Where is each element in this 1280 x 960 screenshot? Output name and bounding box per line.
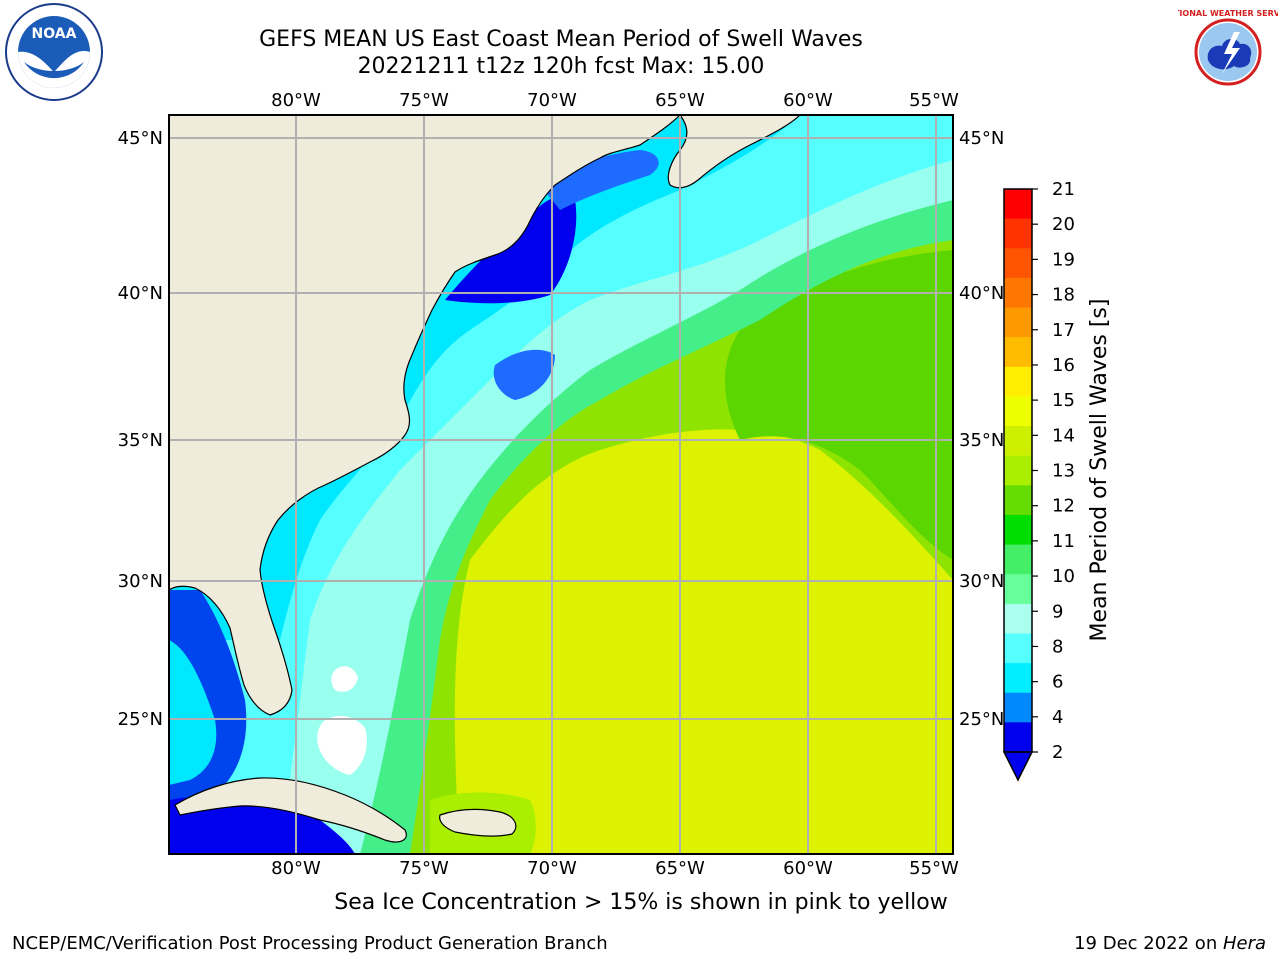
colorbar — [1002, 188, 1034, 782]
swell-zone-caribbean — [169, 796, 355, 854]
colorbar-tick-label: 9 — [1052, 601, 1063, 622]
lat-label-left: 35°N — [118, 430, 163, 451]
lon-label-bottom: 80°W — [271, 858, 321, 879]
colorbar-swatch — [1004, 366, 1032, 397]
colorbar-swatch — [1004, 485, 1032, 516]
footer-machine: Hera — [1222, 933, 1266, 954]
lat-label-left: 30°N — [118, 571, 163, 592]
lat-label-left: 25°N — [118, 709, 163, 730]
colorbar-swatch — [1004, 248, 1032, 279]
lon-label-top: 55°W — [909, 90, 959, 111]
land-nova-scotia — [667, 115, 801, 189]
colorbar-tick-label: 19 — [1052, 249, 1075, 270]
lat-label-right: 25°N — [959, 709, 1004, 730]
colorbar-label: Mean Period of Swell Waves [s] — [1087, 299, 1112, 642]
lon-label-bottom: 65°W — [655, 858, 705, 879]
colorbar-ticks: 21 20 19 18 17 16 15 14 13 12 11 10 9 8 6 4 2 — [1032, 179, 1075, 763]
colorbar-swatch — [1004, 426, 1032, 457]
bahamas-shoal-north — [331, 666, 358, 692]
lat-label-right: 35°N — [959, 430, 1004, 451]
footer-date-text: 19 Dec 2022 on — [1074, 933, 1223, 954]
bahamas-shoal — [317, 715, 367, 775]
colorbar-swatch — [1004, 514, 1032, 546]
lat-label-left: 45°N — [118, 128, 163, 149]
colorbar-tick-label: 20 — [1052, 214, 1075, 235]
lon-label-bottom: 55°W — [909, 858, 959, 879]
colorbar-swatch — [1004, 692, 1032, 723]
lon-label-top: 60°W — [783, 90, 833, 111]
map-gridlines — [169, 115, 953, 854]
swell-zone-gulf-cyan — [169, 640, 217, 785]
colorbar-tick-label: 14 — [1052, 425, 1075, 446]
colorbar-swatch — [1004, 277, 1032, 309]
colorbar-swatch — [1004, 603, 1032, 634]
colorbar-tick-label: 11 — [1052, 531, 1075, 552]
colorbar-tick-label: 2 — [1052, 742, 1063, 763]
footer-date: 19 Dec 2022 on Hera — [1074, 933, 1266, 954]
map-border — [168, 114, 954, 855]
colorbar-swatch — [1004, 396, 1032, 427]
colorbar-swatch — [1004, 544, 1032, 575]
colorbar-swatch — [1004, 574, 1032, 605]
colorbar-tick-label: 6 — [1052, 672, 1063, 693]
colorbar-tick-label: 4 — [1052, 707, 1063, 728]
swell-zone-green-ne — [725, 250, 953, 560]
lat-label-right: 45°N — [959, 128, 1004, 149]
colorbar-swatch — [1004, 455, 1032, 486]
colorbar-tick-label: 10 — [1052, 566, 1075, 587]
swell-zone-blue-gulfmaine — [540, 150, 659, 210]
lon-label-top: 80°W — [271, 90, 321, 111]
swell-zone-blue-offshore — [493, 349, 555, 400]
lat-label-right: 40°N — [959, 283, 1004, 304]
land-cuba — [174, 777, 407, 843]
colorbar-tick-label: 17 — [1052, 320, 1075, 341]
svg-text:NATIONAL WEATHER SERVICE: NATIONAL WEATHER SERVICE — [1178, 9, 1278, 18]
colorbar-tick-label: 15 — [1052, 390, 1075, 411]
lat-labels-left: 45°N 40°N 35°N 30°N 25°N — [118, 128, 163, 730]
noaa-logo: NOAA — [5, 3, 103, 101]
lon-label-top: 70°W — [527, 90, 577, 111]
map-panel — [169, 115, 953, 854]
svg-text:NOAA: NOAA — [32, 26, 77, 42]
colorbar-tick-label: 8 — [1052, 636, 1063, 657]
lon-label-bottom: 60°W — [783, 858, 833, 879]
lat-label-right: 30°N — [959, 571, 1004, 592]
lon-label-top: 75°W — [399, 90, 449, 111]
colorbar-extend-arrow — [1002, 751, 1034, 782]
colorbar-swatch — [1004, 218, 1032, 249]
colorbar-swatch — [1004, 633, 1032, 664]
lon-labels-bottom: 80°W 75°W 70°W 65°W 60°W 55°W — [271, 858, 959, 879]
colorbar-tick-label: 16 — [1052, 355, 1075, 376]
nws-logo: NATIONAL WEATHER SERVICE — [1178, 4, 1278, 100]
land-hispaniola — [439, 808, 517, 837]
lat-label-left: 40°N — [118, 283, 163, 304]
lon-label-bottom: 75°W — [399, 858, 449, 879]
map-subtitle: 20221211 t12z 120h fcst Max: 15.00 — [357, 54, 765, 79]
colorbar-swatch — [1004, 663, 1032, 694]
colorbar-tick-label: 18 — [1052, 285, 1075, 306]
lon-label-bottom: 70°W — [527, 858, 577, 879]
swell-zone-blue-newengland — [445, 195, 577, 304]
map-title: GEFS MEAN US East Coast Mean Period of S… — [259, 27, 863, 52]
sea-ice-note: Sea Ice Concentration > 15% is shown in … — [334, 890, 948, 915]
colorbar-tick-label: 21 — [1052, 179, 1075, 200]
colorbar-swatch — [1004, 337, 1032, 368]
colorbar-swatch — [1004, 722, 1032, 753]
lon-label-top: 65°W — [655, 90, 705, 111]
colorbar-tick-label: 13 — [1052, 461, 1075, 482]
colorbar-tick-label: 12 — [1052, 496, 1075, 517]
colorbar-swatch — [1004, 307, 1032, 338]
colorbar-swatch — [1004, 189, 1032, 220]
footer-credit: NCEP/EMC/Verification Post Processing Pr… — [12, 933, 608, 954]
lon-labels-top: 80°W 75°W 70°W 65°W 60°W 55°W — [271, 90, 959, 111]
lat-labels-right: 45°N 40°N 35°N 30°N 25°N — [959, 128, 1004, 730]
